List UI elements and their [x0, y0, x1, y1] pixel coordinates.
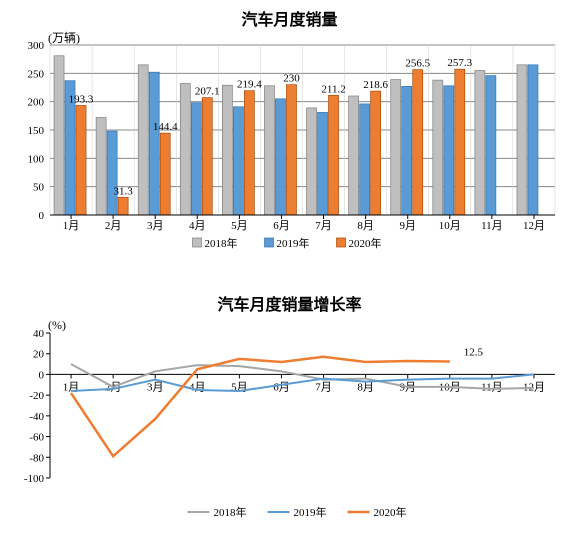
legend-item: 2019年 — [294, 505, 327, 519]
bar-value-label: 230 — [283, 73, 300, 85]
bar — [475, 71, 485, 216]
svg-text:12月: 12月 — [523, 220, 545, 232]
svg-text:0: 0 — [39, 210, 45, 222]
svg-text:2月: 2月 — [105, 220, 122, 232]
svg-text:-60: -60 — [29, 432, 44, 444]
svg-text:50: 50 — [33, 182, 45, 194]
bar — [222, 85, 232, 215]
line-series — [71, 357, 450, 456]
bar — [444, 86, 454, 215]
svg-text:0: 0 — [39, 369, 45, 381]
bar — [202, 98, 212, 215]
bar — [371, 91, 381, 215]
svg-text:-80: -80 — [29, 452, 44, 464]
svg-text:-100: -100 — [24, 473, 45, 485]
bar — [486, 76, 496, 215]
svg-text:5月: 5月 — [231, 220, 248, 232]
svg-text:40: 40 — [33, 328, 45, 340]
bar — [180, 84, 190, 215]
bar — [149, 72, 159, 215]
bar-value-label: 193.3 — [69, 93, 94, 105]
bar — [433, 80, 443, 215]
bar-chart: 0 50 100 150 200 250 300(万辆) 1月 2月 3月 4月 5月 6月 7月 8月 9月… — [0, 30, 579, 285]
bar-value-label: 207.1 — [195, 86, 220, 98]
svg-text:(万辆): (万辆) — [48, 31, 80, 45]
svg-text:11月: 11月 — [481, 381, 503, 393]
bar — [286, 85, 296, 215]
svg-text:11月: 11月 — [481, 220, 503, 232]
svg-text:1月: 1月 — [63, 220, 80, 232]
line-end-label: 12.5 — [464, 346, 484, 358]
legend-item: 2019年 — [277, 236, 310, 250]
svg-text:4月: 4月 — [189, 381, 206, 393]
legend-item: 2018年 — [205, 236, 238, 250]
bar — [318, 112, 328, 215]
bar — [455, 69, 465, 215]
svg-text:7月: 7月 — [315, 381, 332, 393]
svg-text:200: 200 — [28, 97, 45, 109]
line-series — [71, 364, 534, 389]
bar — [233, 107, 243, 215]
bar — [264, 86, 274, 215]
bar — [528, 65, 538, 215]
bar-value-label: 218.6 — [363, 79, 388, 91]
svg-text:20: 20 — [33, 349, 45, 361]
bar-value-label: 257.3 — [447, 57, 472, 69]
legend-item: 2020年 — [349, 236, 382, 250]
bar — [244, 91, 254, 215]
bar-value-label: 256.5 — [405, 58, 430, 70]
bar — [329, 95, 339, 215]
bar — [402, 86, 412, 215]
bar — [360, 104, 370, 215]
bar-value-label: 31.3 — [114, 185, 134, 197]
bar-value-label: 144.4 — [153, 121, 178, 133]
bar-chart-title: 汽车月度销量 — [0, 0, 579, 30]
svg-text:3月: 3月 — [147, 381, 164, 393]
svg-text:100: 100 — [28, 153, 45, 165]
bar — [307, 108, 317, 215]
svg-text:8月: 8月 — [357, 381, 374, 393]
bar — [391, 80, 401, 215]
bar — [349, 96, 359, 215]
bar-value-label: 219.4 — [237, 79, 262, 91]
svg-text:9月: 9月 — [399, 220, 416, 232]
svg-text:8月: 8月 — [357, 220, 374, 232]
legend-item: 2020年 — [374, 505, 407, 519]
bar — [76, 105, 86, 215]
svg-text:300: 300 — [28, 40, 45, 52]
bar — [138, 65, 148, 215]
bar — [517, 65, 527, 215]
svg-text:250: 250 — [28, 68, 45, 80]
bar — [191, 103, 201, 215]
svg-text:-20: -20 — [29, 390, 44, 402]
bar — [275, 99, 285, 215]
line-chart: -100-80-60-40-2002040(%)1月2月3月4月5月6月7月8月… — [0, 315, 579, 540]
bar — [413, 70, 423, 215]
bar — [54, 56, 64, 215]
svg-text:(%): (%) — [48, 318, 66, 332]
svg-text:7月: 7月 — [315, 220, 332, 232]
svg-text:4月: 4月 — [189, 220, 206, 232]
legend-item: 2018年 — [214, 505, 247, 519]
bar — [118, 197, 128, 215]
svg-text:3月: 3月 — [147, 220, 164, 232]
svg-text:6月: 6月 — [273, 220, 290, 232]
svg-text:-40: -40 — [29, 411, 44, 423]
bar — [96, 118, 106, 215]
line-chart-title: 汽车月度销量增长率 — [0, 285, 579, 315]
svg-text:10月: 10月 — [439, 220, 461, 232]
bar-value-label: 211.2 — [321, 83, 345, 95]
bar — [160, 133, 170, 215]
svg-text:150: 150 — [28, 125, 45, 137]
bar — [107, 131, 117, 215]
